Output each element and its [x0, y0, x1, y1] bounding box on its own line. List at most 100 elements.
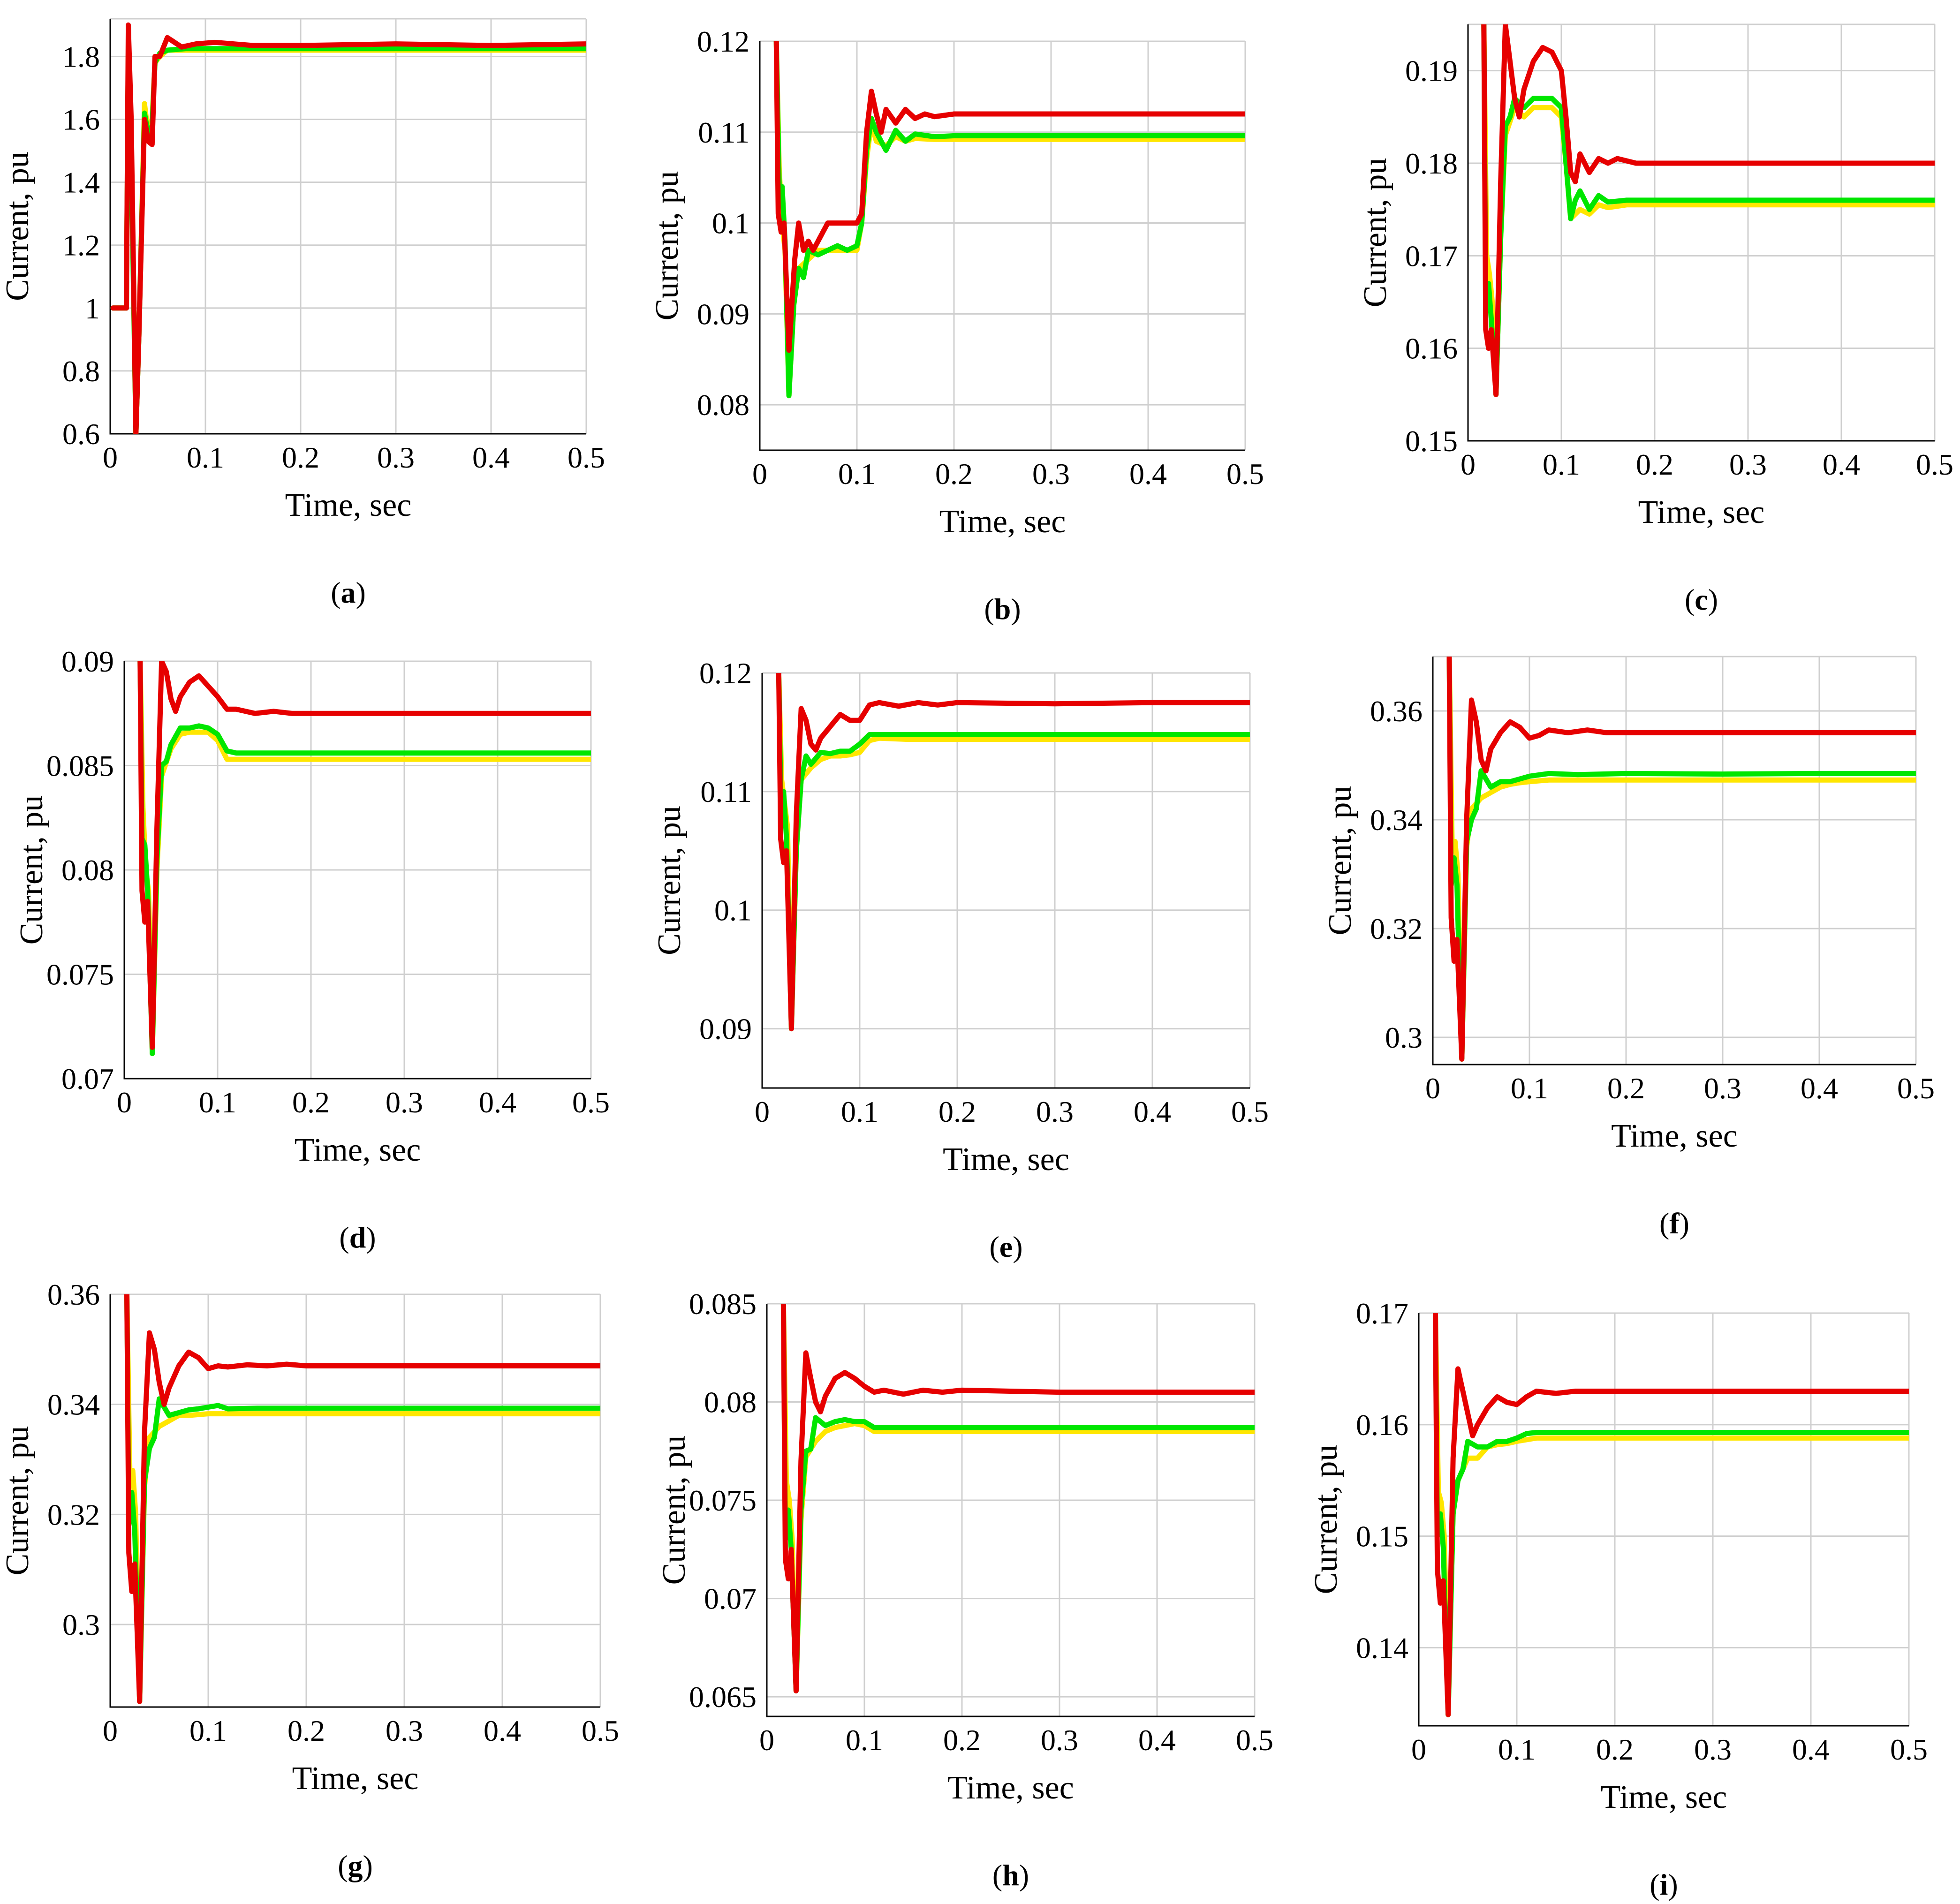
x-tick-label: 0.1: [1498, 1733, 1536, 1766]
series-line-yellow: [1433, 1313, 1909, 1717]
series-group: [124, 1294, 600, 1704]
x-tick-label: 0.4: [479, 1086, 516, 1119]
chart-panel-b: 0 0.1 0.2 0.3 0.4 0.5 0.08 0.09 0.1 0.11 0.12 Time,…: [649, 25, 1264, 626]
y-tick-label: 1: [85, 292, 100, 325]
y-tick-label: 0.15: [1356, 1520, 1408, 1553]
caption-close-paren: ): [363, 1849, 373, 1882]
x-tick-label: 0.1: [189, 1714, 227, 1747]
panel-caption: (f): [1659, 1207, 1689, 1240]
caption-letter: b: [994, 592, 1011, 626]
x-tick-label: 0.3: [386, 1714, 423, 1747]
chart-panel-h: 0 0.1 0.2 0.3 0.4 0.5 0.065 0.07 0.075 0.08 0.085 T…: [656, 1287, 1273, 1892]
series-line-yellow: [1481, 24, 1935, 397]
series-line-red: [780, 1304, 1255, 1693]
y-tick-label: 0.07: [704, 1582, 757, 1616]
caption-open-paren: (: [984, 592, 994, 626]
y-axis-title: Current, pu: [14, 795, 50, 945]
series-line-red: [1433, 1313, 1909, 1717]
x-tick-label: 0.5: [1236, 1723, 1273, 1757]
panel-caption: (i): [1650, 1868, 1678, 1901]
y-tick-label: 0.17: [1405, 239, 1458, 272]
y-tick-label: 0.16: [1356, 1408, 1408, 1442]
caption-open-paren: (: [989, 1230, 999, 1263]
series-line-green: [773, 41, 1245, 399]
series-group: [1481, 24, 1935, 397]
caption-letter: i: [1660, 1868, 1668, 1901]
x-tick-label: 0.4: [1129, 457, 1167, 491]
chart-panel-a: 0 0.1 0.2 0.3 0.4 0.5 0.6 0.8 1 1.2 1.4 1.6 1.8 Time,…: [0, 18, 605, 609]
y-tick-label: 0.6: [62, 417, 100, 451]
caption-close-paren: ): [1680, 1207, 1689, 1240]
x-tick-label: 0.5: [1890, 1733, 1928, 1766]
x-tick-label: 0.1: [199, 1086, 236, 1119]
x-tick-label: 0.4: [484, 1714, 521, 1747]
y-tick-label: 0.36: [47, 1278, 100, 1311]
y-axis-title: Current, pu: [649, 171, 685, 321]
panel-caption: (d): [339, 1221, 376, 1254]
x-axis-title: Time, sec: [939, 504, 1066, 540]
x-tick-label: 0.2: [935, 457, 973, 491]
y-tick-label: 0.15: [1405, 424, 1458, 458]
x-tick-label: 0: [755, 1095, 770, 1128]
panel-caption: (c): [1685, 583, 1718, 616]
caption-letter: f: [1669, 1207, 1680, 1240]
caption-close-paren: ): [1013, 1230, 1022, 1263]
series-line-red: [137, 661, 591, 1050]
x-tick-label: 0: [1461, 448, 1476, 481]
axes-frame: [1432, 657, 1916, 1065]
caption-close-paren: ): [1668, 1868, 1678, 1901]
y-axis-title: Current, pu: [0, 1426, 36, 1576]
x-tick-label: 0.2: [288, 1714, 325, 1747]
x-tick-label: 0.1: [1511, 1072, 1548, 1105]
x-tick-label: 0.4: [1138, 1723, 1176, 1757]
chart-panel-g: 0 0.1 0.2 0.3 0.4 0.5 0.3 0.32 0.34 0.36 Time, sec…: [0, 1278, 619, 1882]
y-tick-label: 0.17: [1356, 1297, 1408, 1330]
y-tick-label: 0.34: [47, 1388, 100, 1421]
series-group: [780, 1304, 1255, 1693]
y-tick-label: 0.11: [698, 116, 749, 149]
y-tick-label: 0.065: [689, 1680, 757, 1714]
series-line-yellow: [137, 661, 591, 1057]
y-tick-label: 0.07: [61, 1062, 114, 1096]
y-tick-label: 1.4: [62, 166, 100, 199]
x-axis-title: Time, sec: [1611, 1118, 1738, 1154]
caption-letter: e: [999, 1230, 1013, 1263]
panel-caption: (e): [989, 1230, 1022, 1263]
x-tick-label: 0.5: [572, 1086, 610, 1119]
x-tick-label: 0.2: [282, 441, 319, 474]
x-tick-label: 0: [117, 1086, 132, 1119]
y-tick-label: 0.36: [1370, 695, 1423, 728]
series-group: [776, 673, 1250, 1032]
caption-letter: g: [348, 1849, 363, 1882]
caption-open-paren: (: [992, 1859, 1002, 1892]
series-group: [137, 661, 591, 1057]
series-line-yellow: [110, 44, 586, 434]
x-tick-label: 0: [103, 441, 118, 474]
x-tick-label: 0.2: [1607, 1072, 1645, 1105]
x-tick-label: 0.3: [1694, 1733, 1732, 1766]
y-tick-label: 0.19: [1405, 54, 1458, 88]
y-tick-label: 0.09: [61, 645, 114, 678]
caption-letter: c: [1695, 583, 1708, 616]
y-axis-title: Current, pu: [1357, 158, 1393, 308]
caption-open-paren: (: [339, 1221, 349, 1254]
y-tick-label: 0.08: [697, 388, 749, 422]
y-axis-title: Current, pu: [1308, 1445, 1344, 1594]
series-group: [1446, 657, 1916, 1062]
x-axis-title: Time, sec: [292, 1760, 419, 1797]
y-tick-label: 0.3: [62, 1608, 100, 1641]
axes-frame: [761, 673, 1250, 1089]
axes-frame: [109, 1294, 600, 1708]
x-tick-label: 0.2: [943, 1723, 981, 1757]
x-tick-label: 0.3: [386, 1086, 423, 1119]
y-tick-label: 0.32: [1370, 912, 1423, 945]
x-tick-label: 0.2: [292, 1086, 330, 1119]
x-tick-label: 0: [103, 1714, 118, 1747]
series-line-red: [773, 41, 1245, 353]
y-tick-label: 0.12: [697, 25, 749, 58]
x-tick-label: 0.5: [568, 441, 605, 474]
axes-frame: [1418, 1313, 1909, 1727]
series-line-green: [1433, 1313, 1909, 1717]
caption-open-paren: (: [1650, 1868, 1659, 1901]
